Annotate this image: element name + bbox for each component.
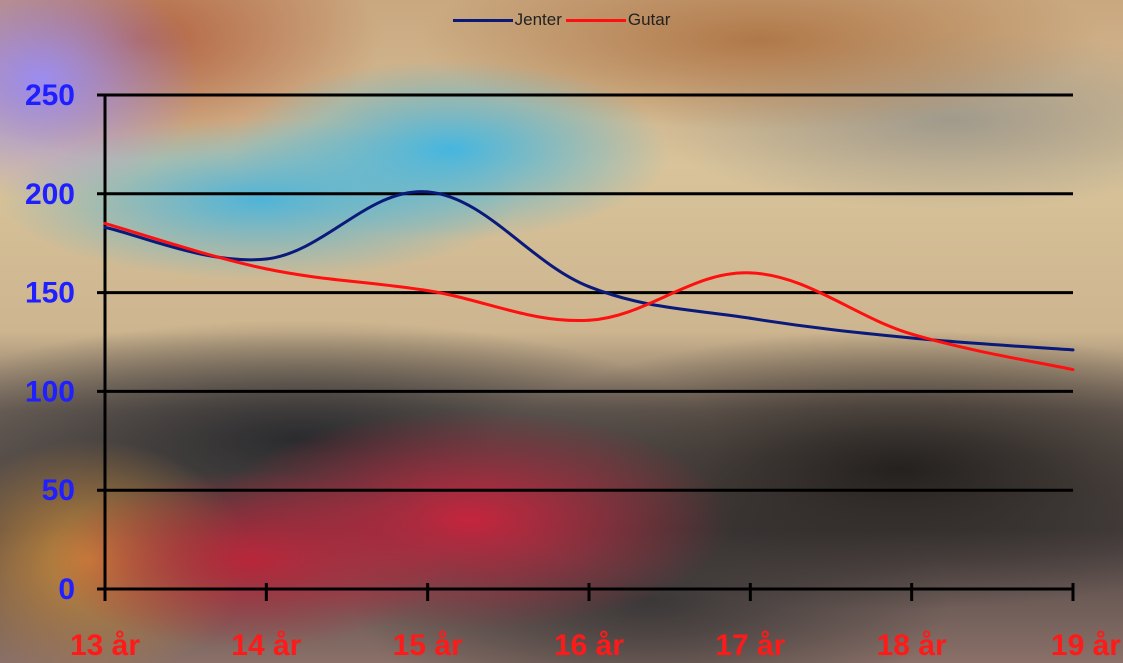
- x-tick-label: 17 år: [715, 629, 785, 662]
- data-point-gutar: [264, 267, 268, 271]
- y-tick-label: 0: [58, 573, 75, 606]
- x-tick-label: 19 år: [1051, 629, 1121, 662]
- data-point-gutar: [910, 332, 914, 336]
- x-tick-label: 14 år: [231, 629, 301, 662]
- x-tick-label: 16 år: [554, 629, 624, 662]
- data-point-jenter: [910, 336, 914, 340]
- series-line-jenter: [104, 190, 1074, 352]
- legend-label-jenter: Jenter: [514, 10, 562, 29]
- data-point-gutar: [587, 318, 591, 322]
- data-point-gutar: [1071, 368, 1075, 372]
- legend-swatch-jenter: [452, 18, 513, 22]
- y-tick-label: 250: [25, 79, 75, 112]
- data-point-jenter: [264, 257, 268, 261]
- legend-item-jenter: Jenter: [452, 10, 562, 30]
- y-tick-label: 200: [25, 178, 75, 211]
- data-point-jenter: [426, 190, 430, 194]
- y-tick-label: 50: [42, 474, 75, 507]
- x-tick-label: 15 år: [393, 629, 463, 662]
- series-line-gutar: [104, 221, 1074, 372]
- data-point-gutar: [103, 221, 107, 225]
- data-point-jenter: [103, 225, 107, 229]
- data-point-jenter: [1071, 348, 1075, 352]
- data-point-gutar: [748, 271, 752, 275]
- data-point-jenter: [748, 316, 752, 320]
- x-tick-label: 18 år: [877, 629, 947, 662]
- data-point-jenter: [587, 285, 591, 289]
- x-tick-label: 13 år: [70, 629, 140, 662]
- data-point-gutar: [426, 289, 430, 293]
- y-tick-label: 150: [25, 277, 75, 310]
- y-tick-label: 100: [25, 375, 75, 408]
- legend-item-gutar: Gutar: [565, 10, 671, 30]
- legend-swatch-gutar: [565, 18, 626, 22]
- chart-legend: Jenter Gutar: [0, 10, 1123, 30]
- legend-label-gutar: Gutar: [627, 10, 671, 29]
